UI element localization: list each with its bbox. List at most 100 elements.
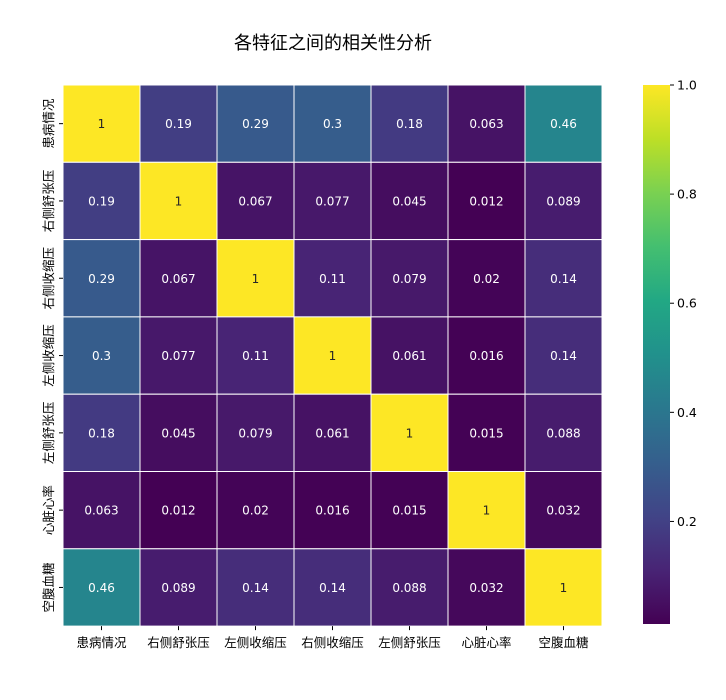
heatmap-cell-value: 0.14 bbox=[550, 349, 577, 363]
heatmap-cell-value: 0.3 bbox=[323, 117, 342, 131]
heatmap-cell bbox=[524, 548, 603, 627]
x-tick-label: 左侧收缩压 bbox=[224, 635, 287, 650]
heatmap-cell bbox=[293, 239, 372, 318]
heatmap-cell bbox=[524, 316, 603, 395]
x-tick-label: 右侧收缩压 bbox=[301, 635, 364, 650]
heatmap-cell-value: 0.46 bbox=[550, 117, 577, 131]
y-tick-label: 右侧舒张压 bbox=[41, 170, 56, 233]
heatmap-cell-value: 1 bbox=[98, 117, 106, 131]
heatmap-cell bbox=[62, 393, 141, 473]
heatmap-cell-value: 0.032 bbox=[546, 504, 580, 518]
heatmap-cell-value: 1 bbox=[252, 272, 260, 286]
heatmap-cell bbox=[293, 84, 372, 163]
heatmap-cell bbox=[370, 239, 449, 318]
heatmap-cell-value: 0.14 bbox=[242, 581, 269, 595]
y-tick-label: 患病情况 bbox=[41, 98, 56, 149]
heatmap-cell bbox=[216, 548, 295, 627]
heatmap-cell-value: 1 bbox=[483, 504, 491, 518]
heatmap-cell-value: 1 bbox=[560, 581, 568, 595]
heatmap-cell bbox=[216, 84, 295, 163]
heatmap-cell bbox=[62, 471, 141, 550]
heatmap-cell-value: 1 bbox=[175, 194, 183, 208]
heatmap-cell-value: 0.077 bbox=[161, 349, 195, 363]
heatmap-cell-value: 0.032 bbox=[469, 581, 503, 595]
heatmap-cell-value: 0.46 bbox=[88, 581, 115, 595]
heatmap-cell-value: 0.088 bbox=[546, 426, 580, 440]
heatmap-cell bbox=[216, 239, 295, 318]
colorbar-tick-label: 0.6 bbox=[677, 296, 697, 311]
colorbar-tick-label: 0.4 bbox=[677, 405, 697, 420]
heatmap-cell bbox=[370, 161, 449, 241]
colorbar-tick-label: 1.0 bbox=[677, 78, 697, 93]
heatmap-cell-value: 0.045 bbox=[161, 426, 195, 440]
heatmap-cell-value: 0.02 bbox=[242, 504, 269, 518]
heatmap-cell bbox=[293, 471, 372, 550]
heatmap-cells bbox=[62, 84, 603, 627]
heatmap-cell-value: 0.11 bbox=[242, 349, 269, 363]
heatmap-cell-value: 0.18 bbox=[88, 426, 115, 440]
heatmap-cell bbox=[62, 84, 141, 163]
colorbar-tick-label: 0.2 bbox=[677, 514, 697, 529]
heatmap-cell bbox=[139, 471, 218, 550]
colorbar-tick-label: 0.8 bbox=[677, 187, 697, 202]
heatmap-cell-value: 0.29 bbox=[88, 272, 115, 286]
heatmap-cell bbox=[524, 393, 603, 473]
colorbar-gradient bbox=[643, 85, 670, 624]
heatmap-cell-value: 1 bbox=[329, 349, 337, 363]
heatmap-cell-value: 0.015 bbox=[469, 426, 503, 440]
heatmap-cell bbox=[524, 239, 603, 318]
heatmap-cell-value: 0.079 bbox=[238, 426, 272, 440]
heatmap-cell-value: 0.061 bbox=[315, 426, 349, 440]
x-tick-label: 左侧舒张压 bbox=[378, 635, 441, 650]
heatmap-cell-value: 0.061 bbox=[392, 349, 426, 363]
x-tick-label: 右侧舒张压 bbox=[147, 635, 210, 650]
x-tick-label: 患病情况 bbox=[76, 635, 127, 650]
heatmap-cell-value: 0.3 bbox=[92, 349, 111, 363]
heatmap-cell bbox=[447, 548, 526, 627]
heatmap-cell-value: 0.063 bbox=[84, 504, 118, 518]
heatmap-cell bbox=[139, 316, 218, 395]
heatmap-cell bbox=[216, 393, 295, 473]
heatmap-cell bbox=[370, 84, 449, 163]
y-tick-label: 右侧收缩压 bbox=[41, 247, 56, 310]
heatmap-cell-value: 0.016 bbox=[469, 349, 503, 363]
heatmap-cell-value: 0.016 bbox=[315, 504, 349, 518]
heatmap-cell-value: 0.14 bbox=[550, 272, 577, 286]
heatmap-cell-value: 0.19 bbox=[88, 194, 115, 208]
heatmap-cell bbox=[139, 84, 218, 163]
heatmap-cell-value: 0.015 bbox=[392, 504, 426, 518]
heatmap-cell-value: 0.067 bbox=[161, 272, 195, 286]
x-axis-ticks: 患病情况 右侧舒张压 左侧收缩压 右侧收缩压 左侧舒张压 心脏心率 空腹血糖 bbox=[76, 626, 589, 650]
heatmap-cell-value: 0.079 bbox=[392, 272, 426, 286]
heatmap-cell-value: 1 bbox=[406, 426, 414, 440]
heatmap-cell-value: 0.089 bbox=[161, 581, 195, 595]
colorbar: 0.2 0.4 0.6 0.8 1.0 bbox=[643, 78, 697, 624]
heatmap-cell-value: 0.29 bbox=[242, 117, 269, 131]
y-tick-label: 左侧收缩压 bbox=[41, 324, 56, 387]
heatmap-cell bbox=[293, 548, 372, 627]
heatmap-cell-value: 0.089 bbox=[546, 194, 580, 208]
heatmap-cell-value: 0.14 bbox=[319, 581, 346, 595]
heatmap-cell-value: 0.067 bbox=[238, 194, 272, 208]
heatmap-cell bbox=[216, 161, 295, 241]
y-tick-label: 心脏心率 bbox=[41, 485, 56, 535]
heatmap-cell-value: 0.045 bbox=[392, 194, 426, 208]
heatmap-cell-value: 0.11 bbox=[319, 272, 346, 286]
heatmap-cell-value: 0.18 bbox=[396, 117, 423, 131]
heatmap-cell bbox=[139, 239, 218, 318]
heatmap-cell bbox=[293, 316, 372, 395]
heatmap-cell-labels: 1 0.19 0.29 0.3 0.18 0.063 0.46 0.19 1 0.067 0.077… bbox=[84, 117, 580, 595]
heatmap-cell-value: 0.19 bbox=[165, 117, 192, 131]
heatmap-cell-value: 0.088 bbox=[392, 581, 426, 595]
heatmap-cell bbox=[216, 471, 295, 550]
x-tick-label: 心脏心率 bbox=[461, 635, 511, 650]
heatmap-cell bbox=[370, 548, 449, 627]
heatmap-cell bbox=[62, 548, 141, 627]
heatmap-cell-value: 0.012 bbox=[469, 194, 503, 208]
chart-title: 各特征之间的相关性分析 bbox=[234, 33, 432, 54]
heatmap-cell bbox=[447, 239, 526, 318]
heatmap-cell bbox=[447, 84, 526, 163]
y-tick-label: 空腹血糖 bbox=[41, 562, 56, 613]
